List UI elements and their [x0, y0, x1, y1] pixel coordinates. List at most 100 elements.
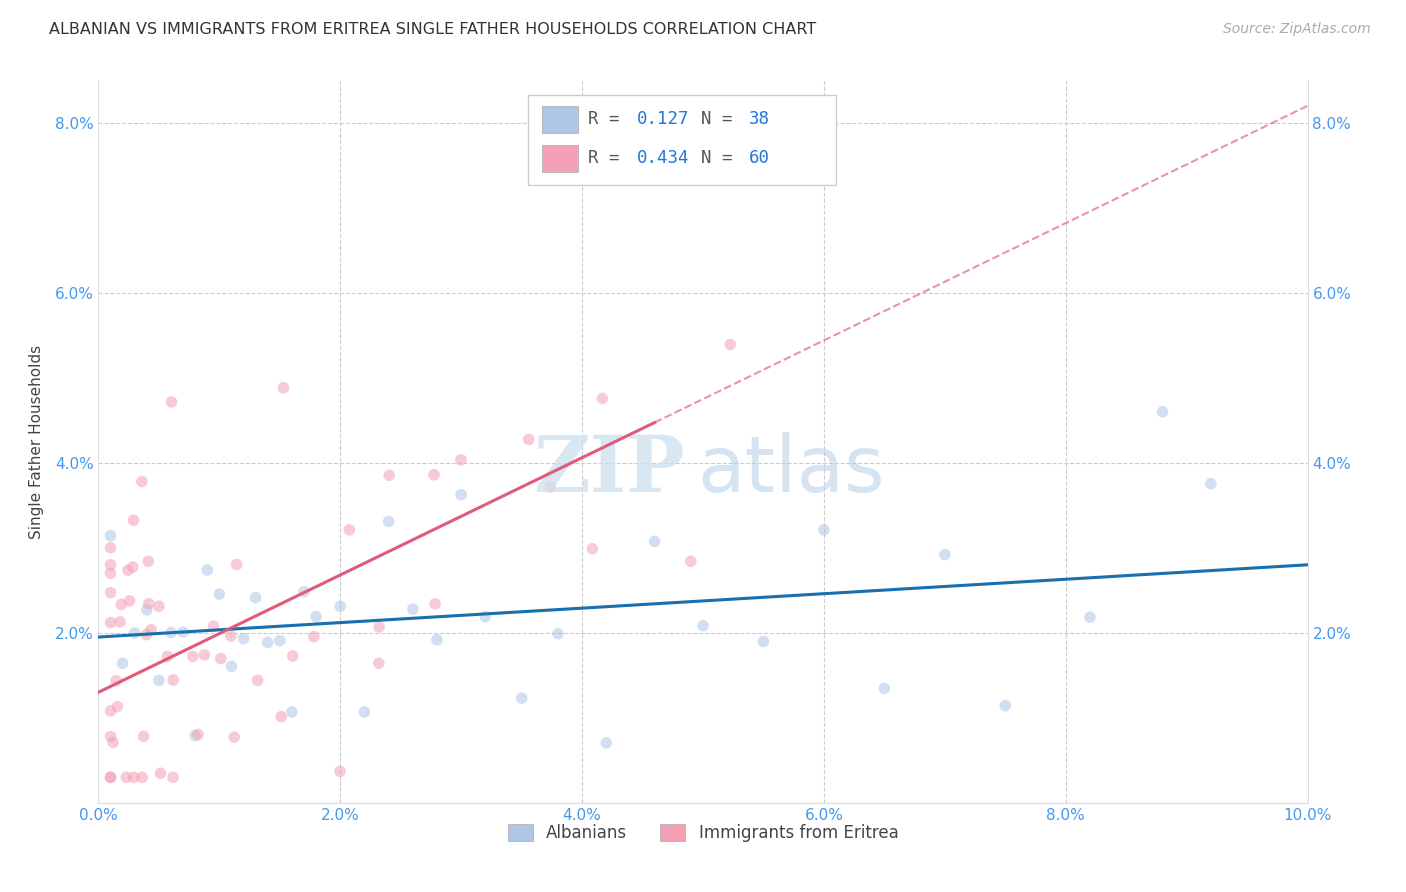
Point — [547, 626, 569, 640]
Point — [269, 633, 291, 648]
Y-axis label: Single Father Households: Single Father Households — [28, 344, 44, 539]
Point — [426, 632, 449, 647]
Point — [934, 548, 956, 562]
Point — [135, 628, 157, 642]
Point — [208, 587, 231, 601]
Point — [273, 381, 295, 395]
Point — [591, 392, 613, 406]
Point — [100, 585, 122, 599]
Bar — [543, 105, 578, 133]
Text: 60: 60 — [749, 149, 770, 168]
Point — [162, 770, 184, 784]
Point — [156, 649, 179, 664]
Point — [105, 673, 128, 688]
Point — [122, 770, 145, 784]
Point — [423, 597, 446, 611]
Point — [118, 594, 141, 608]
Point — [100, 730, 122, 744]
Point — [181, 649, 204, 664]
Point — [139, 623, 162, 637]
Point — [281, 705, 304, 719]
Point — [100, 529, 122, 543]
Text: atlas: atlas — [697, 433, 884, 508]
Point — [302, 630, 325, 644]
Point — [450, 488, 472, 502]
Text: R =: R = — [588, 111, 630, 128]
Point — [329, 764, 352, 779]
Point — [221, 659, 243, 673]
Point — [131, 475, 153, 489]
Point — [679, 554, 702, 568]
Point — [100, 770, 122, 784]
Point — [124, 626, 146, 640]
Point — [138, 597, 160, 611]
Point — [337, 523, 360, 537]
Point — [187, 727, 209, 741]
Text: 0.127: 0.127 — [637, 111, 689, 128]
Text: ALBANIAN VS IMMIGRANTS FROM ERITREA SINGLE FATHER HOUSEHOLDS CORRELATION CHART: ALBANIAN VS IMMIGRANTS FROM ERITREA SING… — [49, 22, 817, 37]
Point — [1199, 476, 1222, 491]
Point — [100, 770, 122, 784]
Point — [224, 730, 246, 744]
Point — [368, 620, 391, 634]
Legend: Albanians, Immigrants from Eritrea: Albanians, Immigrants from Eritrea — [501, 817, 905, 848]
Point — [994, 698, 1017, 713]
Point — [232, 632, 254, 646]
Point — [813, 523, 835, 537]
Point — [195, 563, 218, 577]
Point — [1078, 610, 1101, 624]
Point — [367, 656, 389, 670]
Point — [111, 657, 134, 671]
Point — [510, 691, 533, 706]
Point — [270, 709, 292, 723]
Point — [172, 625, 194, 640]
Point — [378, 468, 401, 483]
Point — [193, 648, 215, 662]
Point — [103, 735, 125, 749]
Point — [138, 554, 160, 568]
Point — [122, 513, 145, 527]
Point — [1152, 405, 1174, 419]
Point — [160, 395, 183, 409]
Point — [292, 584, 315, 599]
Point — [256, 635, 278, 649]
Point — [595, 736, 617, 750]
Point — [131, 770, 153, 784]
Point — [692, 618, 714, 632]
Bar — [543, 145, 578, 172]
Point — [245, 591, 267, 605]
Text: ZIP: ZIP — [533, 433, 685, 508]
Point — [423, 467, 446, 482]
FancyBboxPatch shape — [527, 95, 837, 185]
Point — [752, 634, 775, 648]
Point — [377, 515, 399, 529]
Point — [149, 766, 172, 780]
Point — [305, 609, 328, 624]
Text: 0.434: 0.434 — [637, 149, 689, 168]
Point — [107, 699, 129, 714]
Point — [219, 629, 242, 643]
Text: R =: R = — [588, 149, 630, 168]
Point — [281, 648, 304, 663]
Point — [644, 534, 666, 549]
Text: 38: 38 — [749, 111, 770, 128]
Point — [246, 673, 269, 688]
Point — [100, 541, 122, 555]
Point — [873, 681, 896, 696]
Point — [132, 729, 155, 743]
Text: N =: N = — [700, 149, 742, 168]
Point — [110, 598, 132, 612]
Point — [329, 599, 352, 614]
Point — [100, 704, 122, 718]
Point — [184, 729, 207, 743]
Point — [538, 480, 561, 494]
Point — [160, 625, 183, 640]
Point — [209, 651, 232, 665]
Point — [115, 770, 138, 784]
Point — [718, 337, 741, 351]
Point — [517, 433, 540, 447]
Point — [353, 705, 375, 719]
Point — [162, 673, 184, 687]
Text: Source: ZipAtlas.com: Source: ZipAtlas.com — [1223, 22, 1371, 37]
Point — [202, 619, 225, 633]
